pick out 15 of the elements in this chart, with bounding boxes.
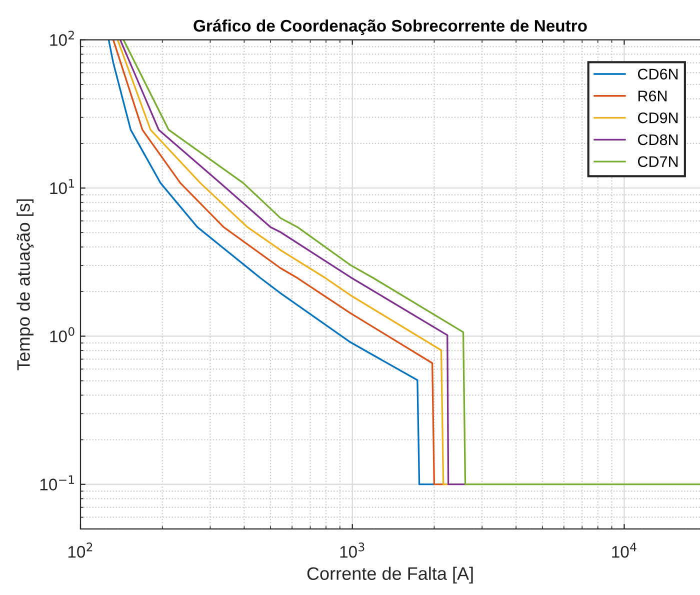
y-tick-label: 10$^{−1}$	[40, 475, 74, 490]
x-tick-label: 10$^{2}$	[68, 542, 92, 558]
x-tick-label: 10$^{4}$	[612, 542, 636, 558]
legend-label: CD6N	[638, 68, 678, 80]
x-axis-title: Corrente de Falta [A]	[307, 566, 473, 584]
legend-label: CD9N	[638, 112, 678, 124]
y-axis-title: Tempo de atuação [s]	[16, 199, 34, 370]
y-tick-label: 10$^{1}$	[50, 179, 74, 194]
chart-title: Gráfico de Coordenação Sobrecorrente de Neutro	[194, 19, 587, 35]
legend-label: CD7N	[638, 156, 678, 168]
y-tick-label: 10$^{2}$	[50, 30, 74, 46]
y-tick-label: 10$^{0}$	[50, 327, 74, 342]
legend-label: CD8N	[638, 134, 678, 146]
legend-label: R6N	[638, 90, 667, 102]
x-tick-label: 10$^{3}$	[340, 542, 364, 558]
